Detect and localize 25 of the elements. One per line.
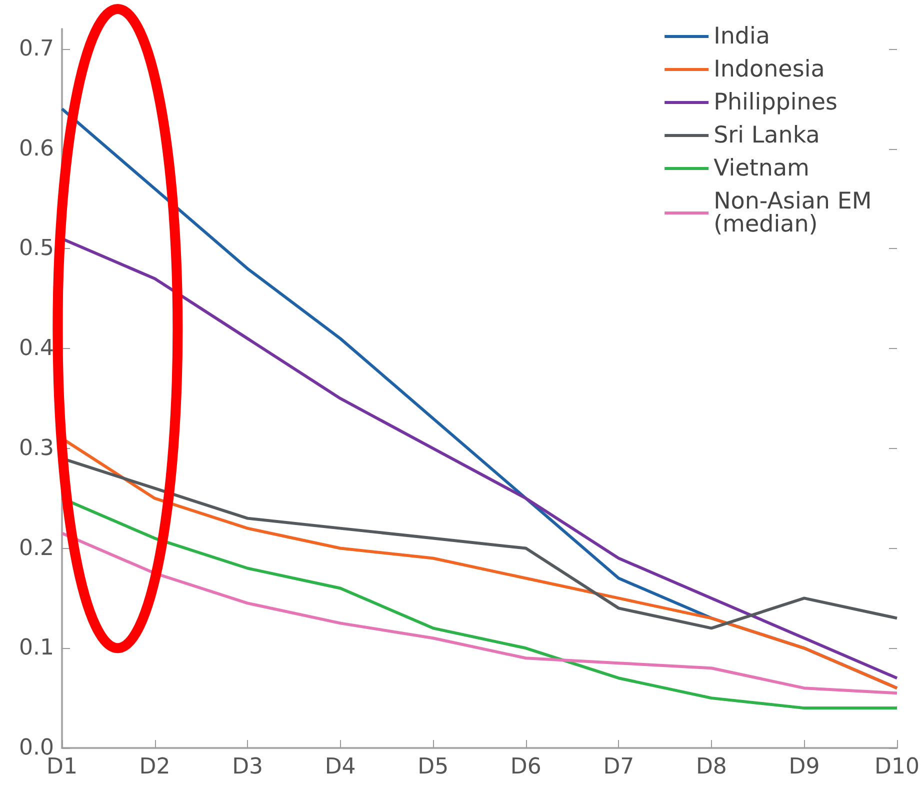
y-tick-label: 0.7 (19, 36, 54, 62)
line-series (60, 532, 898, 695)
line-series (60, 496, 898, 710)
legend-label: Philippines (714, 90, 838, 116)
x-tick-label: D10 (874, 754, 920, 780)
y-tick-label: 0.1 (19, 636, 54, 661)
x-tick-label: D2 (139, 754, 170, 780)
y-tick-label: 0.5 (19, 236, 54, 262)
y-tick-label: 0.6 (19, 136, 54, 162)
x-tick-label: D1 (46, 754, 78, 780)
legend-label: Non-Asian EM (median) (714, 188, 880, 238)
x-tick-label: D9 (788, 754, 820, 780)
y-tick-label: 0.2 (19, 536, 54, 561)
y-tick-label: 0.4 (19, 336, 54, 362)
legend-label: Sri Lanka (714, 122, 820, 148)
x-tick-label: D4 (324, 754, 356, 780)
x-tick-label: D8 (696, 754, 727, 780)
x-tick-label: D3 (232, 754, 264, 780)
y-tick-label: 0.3 (19, 436, 54, 461)
x-tick-label: D7 (603, 754, 634, 780)
legend-label: Vietnam (714, 156, 810, 182)
x-tick-label: D5 (418, 754, 449, 780)
x-tick-label: D6 (510, 754, 542, 780)
legend-label: Indonesia (714, 56, 825, 82)
legend-label: India (714, 24, 770, 50)
